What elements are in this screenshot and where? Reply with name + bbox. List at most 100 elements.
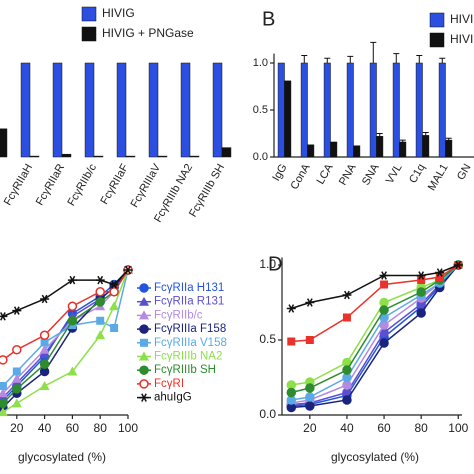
data-point (305, 336, 314, 344)
data-point (12, 345, 22, 355)
bar (125, 155, 136, 158)
y-tick-label: 0.0 (253, 151, 268, 163)
x-tick-label: 60 (377, 421, 391, 435)
data-point (67, 275, 77, 285)
bar (157, 155, 168, 158)
data-point (39, 330, 50, 340)
series-line (2, 269, 129, 404)
data-point (39, 359, 50, 369)
series-line (291, 264, 459, 406)
data-point (96, 316, 105, 325)
data-point (109, 280, 119, 289)
legend-marker (140, 338, 148, 347)
x-tick-label: PNA (337, 161, 359, 187)
data-point (416, 271, 426, 280)
error-bar (370, 41, 377, 63)
data-point (379, 271, 389, 280)
data-point (342, 395, 352, 405)
data-point (342, 313, 351, 322)
error-bar (399, 139, 406, 142)
data-point (453, 260, 463, 270)
x-tick-label: 100 (448, 421, 468, 435)
y-tick-label: 0.0 (259, 407, 276, 421)
data-point (95, 275, 105, 285)
series-line (291, 264, 459, 404)
legend-swatch (429, 12, 445, 28)
x-tick-label: MAL1 (426, 162, 451, 193)
legend-swatch (81, 26, 97, 42)
legend-label: HIVIG (450, 12, 474, 26)
data-point (11, 398, 22, 408)
legend-marker (139, 393, 149, 402)
bar (180, 62, 191, 158)
data-point (11, 373, 22, 383)
data-point (379, 338, 389, 348)
bar (300, 62, 308, 158)
data-point (305, 401, 315, 411)
bar (29, 155, 40, 158)
bar (277, 62, 285, 158)
data-point (12, 306, 22, 315)
data-point (39, 344, 50, 354)
bar (84, 62, 95, 158)
data-point (0, 398, 8, 409)
bar (438, 62, 446, 158)
x-tick-label: GN (455, 162, 474, 182)
panel-label: D (268, 253, 282, 275)
data-point (342, 290, 352, 300)
legend-swatch (81, 6, 97, 22)
legend-marker (139, 296, 149, 306)
data-point (287, 337, 296, 346)
data-point (286, 387, 297, 398)
error-bar (422, 132, 429, 136)
data-point (305, 392, 315, 402)
x-tick-label: 20 (10, 421, 24, 435)
legend-label: FcγRIIb/c (154, 309, 203, 321)
data-point (342, 365, 352, 375)
data-point (123, 265, 133, 275)
x-tick-label: FcγRIIaF (98, 162, 131, 207)
panel-label: B (262, 8, 275, 30)
x-tick-label: 80 (414, 421, 428, 435)
x-tick-label: VVL (384, 162, 405, 186)
data-point (95, 330, 106, 340)
x-tick-label: 100 (118, 421, 138, 435)
bar (0, 128, 8, 158)
legend-label: FcγRIIIb NA2 (154, 351, 222, 363)
data-point (286, 304, 296, 313)
legend-marker (139, 310, 149, 320)
x-tick-label: FcγRIIaR (34, 162, 67, 208)
data-point (110, 324, 119, 332)
legend-label: FcγRIIIa F158 (154, 323, 226, 335)
legend-label: HIVIG + PNGase (102, 26, 194, 40)
x-tick-label: FcγRIIaH (2, 162, 35, 208)
legend-marker (139, 351, 149, 361)
x-tick-label: 40 (38, 421, 52, 435)
y-tick-label: 1.0 (253, 57, 268, 69)
data-point (416, 287, 426, 297)
bar (445, 139, 453, 158)
data-point (95, 297, 105, 307)
data-point (0, 382, 7, 390)
data-point (305, 383, 315, 393)
bar (330, 141, 338, 158)
bar (392, 62, 400, 158)
series-line (291, 264, 459, 394)
data-point (0, 388, 8, 398)
data-point (67, 316, 78, 326)
x-tick-label: C1q (407, 162, 427, 185)
bar (20, 62, 31, 158)
legend-marker (139, 365, 149, 375)
legend-label: FcγRIIa R131 (154, 296, 224, 308)
error-bar (301, 54, 308, 63)
data-point (305, 298, 315, 307)
x-tick-label: ConA (288, 161, 312, 191)
x-axis-title: glycosylated (%) (18, 450, 106, 464)
bar (376, 136, 384, 158)
data-point (12, 384, 22, 394)
x-tick-label: 60 (66, 421, 80, 435)
bar (369, 62, 377, 158)
data-point (109, 301, 120, 311)
y-tick-label: 0.5 (259, 332, 276, 346)
